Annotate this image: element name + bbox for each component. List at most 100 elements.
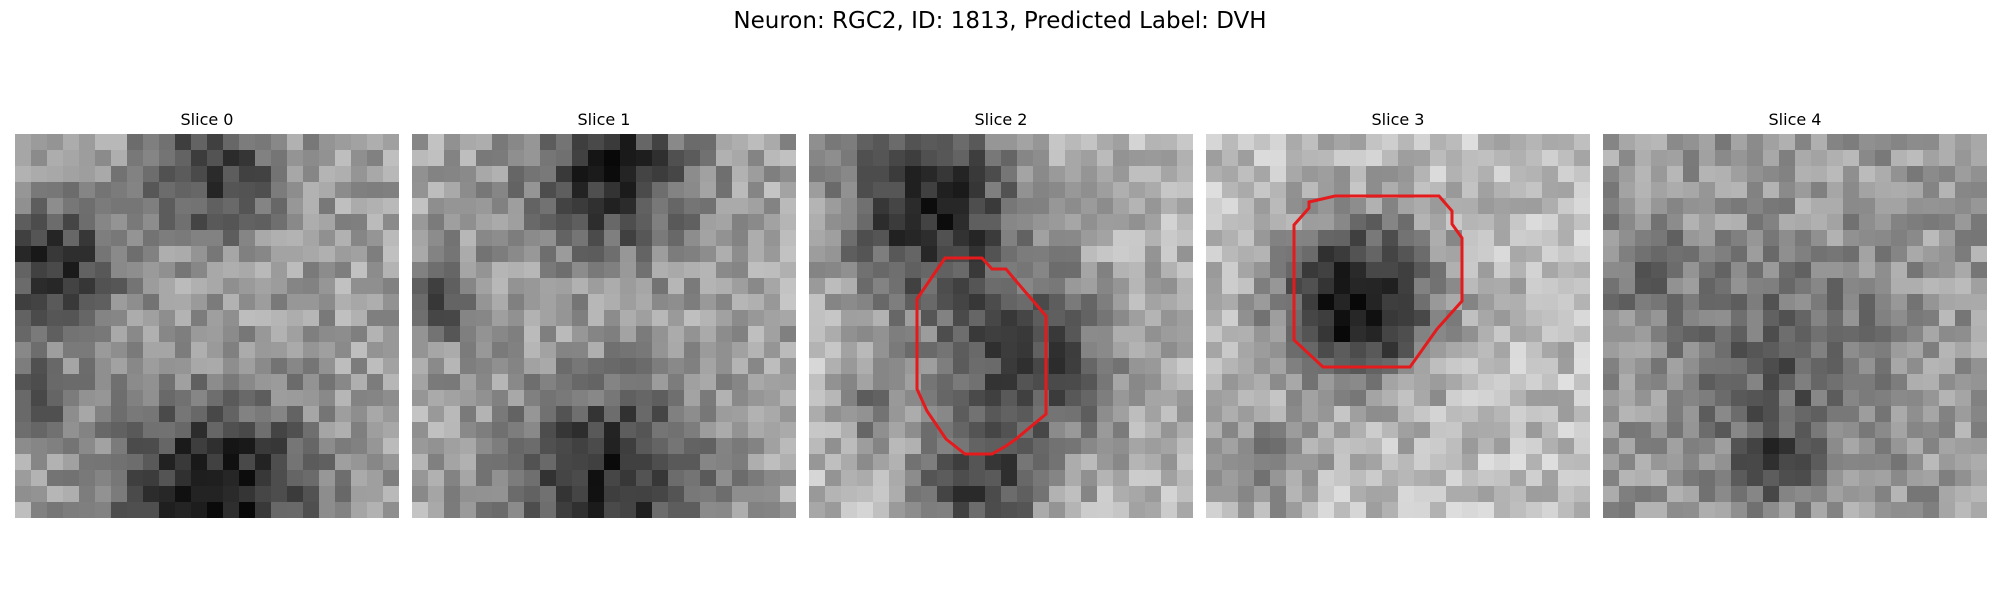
pixel-cell <box>748 262 765 279</box>
pixel-cell <box>1891 230 1908 247</box>
pixel-cell <box>444 502 461 518</box>
pixel-cell <box>684 182 701 199</box>
pixel-cell <box>1161 150 1178 167</box>
pixel-cell <box>684 486 701 503</box>
pixel-cell <box>1334 198 1351 215</box>
pixel-cell <box>937 470 954 487</box>
pixel-cell <box>1113 182 1130 199</box>
pixel-cell <box>604 502 621 518</box>
pixel-cell <box>319 502 336 518</box>
pixel-cell <box>668 230 685 247</box>
pixel-cell <box>1827 502 1844 518</box>
pixel-cell <box>969 502 986 518</box>
pixel-cell <box>111 438 128 455</box>
pixel-cell <box>351 278 368 295</box>
pixel-cell <box>1526 294 1543 311</box>
pixel-cell <box>111 230 128 247</box>
pixel-cell <box>1001 358 1018 375</box>
pixel-cell <box>825 182 842 199</box>
pixel-cell <box>1747 374 1764 391</box>
pixel-cell <box>1699 166 1716 183</box>
pixel-cell <box>1430 438 1447 455</box>
pixel-cell <box>1747 198 1764 215</box>
pixel-cell <box>716 422 733 439</box>
pixel-cell <box>159 374 176 391</box>
pixel-cell <box>969 438 986 455</box>
pixel-cell <box>367 454 384 471</box>
pixel-cell <box>1526 422 1543 439</box>
pixel-cell <box>1478 502 1495 518</box>
pixel-cell <box>524 278 541 295</box>
pixel-cell <box>1462 230 1479 247</box>
pixel-cell <box>31 262 48 279</box>
pixel-cell <box>1619 374 1636 391</box>
pixel-cell <box>668 310 685 327</box>
pixel-cell <box>1222 390 1239 407</box>
pixel-cell <box>1462 214 1479 231</box>
pixel-cell <box>1779 358 1796 375</box>
pixel-cell <box>684 214 701 231</box>
pixel-cell <box>79 230 96 247</box>
pixel-cell <box>1097 278 1114 295</box>
pixel-cell <box>1971 422 1987 439</box>
pixel-cell <box>428 454 445 471</box>
pixel-cell <box>969 358 986 375</box>
pixel-cell <box>764 486 781 503</box>
pixel-cell <box>1334 326 1351 343</box>
pixel-cell <box>700 374 717 391</box>
pixel-cell <box>492 230 509 247</box>
pixel-cell <box>1635 454 1652 471</box>
pixel-cell <box>716 374 733 391</box>
pixel-cell <box>684 134 701 151</box>
pixel-cell <box>652 294 669 311</box>
pixel-cell <box>604 374 621 391</box>
pixel-cell <box>1113 438 1130 455</box>
pixel-cell <box>540 390 557 407</box>
pixel-cell <box>1619 326 1636 343</box>
pixel-cell <box>716 246 733 263</box>
pixel-cell <box>1206 406 1223 423</box>
pixel-cell <box>1811 502 1828 518</box>
pixel-cell <box>271 198 288 215</box>
pixel-cell <box>1382 486 1399 503</box>
pixel-cell <box>287 150 304 167</box>
pixel-cell <box>1635 310 1652 327</box>
pixel-cell <box>351 262 368 279</box>
pixel-cell <box>1731 438 1748 455</box>
pixel-cell <box>1795 310 1812 327</box>
pixel-cell <box>207 166 224 183</box>
pixel-cell <box>1603 358 1620 375</box>
slice-0-image <box>15 134 399 518</box>
pixel-cell <box>207 198 224 215</box>
pixel-cell <box>748 422 765 439</box>
pixel-cell <box>1542 358 1559 375</box>
pixel-cell <box>476 486 493 503</box>
pixel-cell <box>668 358 685 375</box>
pixel-cell <box>748 358 765 375</box>
pixel-cell <box>905 262 922 279</box>
pixel-cell <box>1494 310 1511 327</box>
pixel-cell <box>31 294 48 311</box>
pixel-cell <box>1574 486 1590 503</box>
pixel-cell <box>1699 486 1716 503</box>
pixel-cell <box>1286 134 1303 151</box>
pixel-cell <box>572 374 589 391</box>
pixel-cell <box>1446 390 1463 407</box>
pixel-cell <box>1795 182 1812 199</box>
pixel-cell <box>1254 326 1271 343</box>
pixel-cell <box>319 470 336 487</box>
pixel-cell <box>620 230 637 247</box>
pixel-cell <box>95 182 112 199</box>
pixel-cell <box>175 342 192 359</box>
pixel-cell <box>319 358 336 375</box>
pixel-cell <box>15 198 32 215</box>
pixel-cell <box>1795 342 1812 359</box>
pixel-cell <box>985 246 1002 263</box>
pixel-cell <box>1270 166 1287 183</box>
pixel-cell <box>1747 278 1764 295</box>
pixel-cell <box>508 326 525 343</box>
pixel-cell <box>1177 470 1193 487</box>
pixel-cell <box>969 214 986 231</box>
pixel-cell <box>1939 262 1956 279</box>
pixel-cell <box>668 438 685 455</box>
